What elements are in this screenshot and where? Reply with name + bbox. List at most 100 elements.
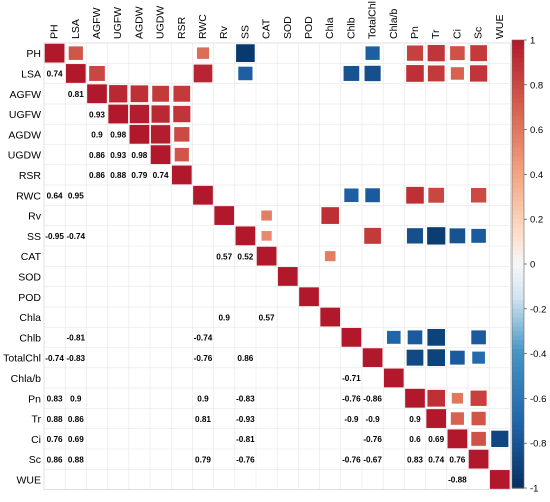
color-scale-tick-label: -0.8 bbox=[530, 439, 546, 450]
coefficient-label: 0.95 bbox=[68, 191, 84, 200]
heatmap-cell bbox=[193, 64, 213, 83]
coefficient-label: 0.86 bbox=[47, 455, 63, 464]
color-scale-step bbox=[512, 192, 524, 198]
heatmap-cell bbox=[129, 104, 150, 124]
color-scale-step bbox=[512, 107, 524, 113]
color-scale-step bbox=[512, 147, 524, 153]
coefficient-label: -0.74 bbox=[194, 334, 213, 343]
heatmap-cell bbox=[174, 147, 189, 162]
row-label: PH bbox=[26, 48, 41, 60]
heatmap-cell bbox=[427, 349, 445, 367]
heatmap-cell bbox=[365, 46, 380, 60]
row-label: Rv bbox=[28, 211, 42, 223]
coefficient-label: -0.9 bbox=[366, 415, 381, 424]
heatmap-cell bbox=[471, 228, 486, 243]
color-scale-step bbox=[512, 398, 524, 404]
heatmap-cell bbox=[65, 64, 86, 83]
heatmap-cell bbox=[109, 85, 128, 103]
color-scale-step bbox=[512, 420, 524, 426]
row-label: TotalChl bbox=[3, 353, 41, 365]
color-scale-legend: 1 0.8 0.6 0.4 0.2 0 -0.2 -0.4 -0.6 -0.8 -1 bbox=[511, 36, 546, 495]
coefficient-label: 0.9 bbox=[409, 415, 421, 424]
coefficient-label: -0.67 bbox=[363, 455, 382, 464]
heatmap-cell bbox=[68, 46, 83, 60]
coefficient-label: 0.83 bbox=[47, 394, 63, 403]
column-label: Tr bbox=[430, 29, 442, 39]
column-label: RSR bbox=[176, 16, 188, 39]
heatmap-cell bbox=[468, 449, 489, 469]
color-scale-step bbox=[512, 299, 524, 305]
color-scale-step bbox=[512, 349, 524, 355]
coefficient-label: 0.86 bbox=[89, 151, 105, 160]
coefficient-label: -0.83 bbox=[66, 354, 85, 363]
coefficient-label: 0.88 bbox=[110, 171, 126, 180]
heatmap-cell bbox=[406, 65, 424, 82]
coefficient-label: -0.86 bbox=[363, 394, 382, 403]
column-label: PH bbox=[49, 24, 61, 39]
color-scale-step bbox=[512, 268, 524, 274]
color-scale-step bbox=[512, 313, 524, 319]
coefficient-label: 0.83 bbox=[407, 455, 423, 464]
color-scale-step bbox=[512, 358, 524, 364]
color-scale-step bbox=[512, 277, 524, 283]
heatmap-cell bbox=[235, 226, 256, 246]
color-scale-step bbox=[512, 183, 524, 189]
color-scale-step bbox=[512, 281, 524, 287]
column-label: AGFW bbox=[91, 7, 103, 39]
color-scale-step bbox=[512, 434, 524, 440]
color-scale-step bbox=[512, 483, 524, 489]
row-label: WUE bbox=[17, 474, 42, 486]
coefficient-label: -0.95 bbox=[45, 232, 64, 241]
color-scale-step bbox=[512, 389, 524, 395]
coefficient-label: -0.76 bbox=[342, 455, 361, 464]
color-scale-step bbox=[512, 479, 524, 485]
heatmap-cell bbox=[171, 165, 192, 185]
color-scale-step bbox=[512, 362, 524, 368]
color-scale-step bbox=[512, 304, 524, 310]
color-scale-step bbox=[512, 443, 524, 449]
color-scale-step bbox=[512, 340, 524, 346]
column-label: AGDW bbox=[133, 6, 145, 39]
color-scale-step bbox=[512, 125, 524, 131]
row-label: UGFW bbox=[9, 109, 41, 121]
color-scale-step bbox=[512, 152, 524, 158]
heatmap-cell bbox=[471, 411, 486, 426]
coefficient-label: 0.6 bbox=[409, 435, 421, 444]
coefficient-label: -0.81 bbox=[66, 334, 85, 343]
heatmap-cell bbox=[489, 470, 510, 489]
variable-axis-labels: PH PH LSA LSA AGFW AGFW UGFW UGFW AGDW AGDW UGDW UG… bbox=[3, 1, 506, 486]
color-scale-step bbox=[512, 250, 524, 256]
color-scale-step bbox=[512, 272, 524, 279]
heatmap-cell bbox=[44, 43, 65, 63]
coefficient-label: -0.9 bbox=[344, 415, 359, 424]
row-label: Tr bbox=[31, 414, 41, 426]
heatmap-cell bbox=[470, 65, 488, 82]
color-scale-step bbox=[512, 353, 524, 359]
row-label: CAT bbox=[21, 251, 42, 263]
heatmap-cell bbox=[344, 188, 359, 203]
heatmap-cell bbox=[89, 65, 105, 81]
color-scale-step bbox=[512, 196, 524, 202]
coefficient-label: 0.76 bbox=[449, 455, 465, 464]
color-scale-step bbox=[512, 295, 524, 301]
heatmap-cell bbox=[383, 368, 404, 388]
color-scale-step bbox=[512, 380, 524, 386]
heatmap-cell bbox=[364, 65, 381, 82]
heatmap-cell bbox=[407, 330, 423, 345]
color-scale-tick-label: 1 bbox=[530, 36, 535, 47]
coefficient-label: 0.88 bbox=[68, 455, 84, 464]
color-scale-step bbox=[512, 335, 524, 341]
color-scale-step bbox=[512, 178, 524, 184]
coefficient-label: 0.88 bbox=[47, 415, 63, 424]
color-scale-step bbox=[512, 210, 524, 216]
color-scale-step bbox=[512, 134, 524, 140]
coefficient-label: 0.98 bbox=[110, 131, 126, 140]
color-scale-tick-label: 0.8 bbox=[530, 80, 543, 91]
row-label: UGDW bbox=[8, 150, 41, 162]
color-scale-step bbox=[512, 322, 524, 328]
coefficient-label: -0.76 bbox=[236, 455, 255, 464]
color-scale-step bbox=[512, 165, 524, 171]
heatmap-cell bbox=[341, 327, 362, 347]
color-scale-tick-label: -1 bbox=[530, 484, 538, 495]
heatmap-cell bbox=[491, 430, 509, 448]
